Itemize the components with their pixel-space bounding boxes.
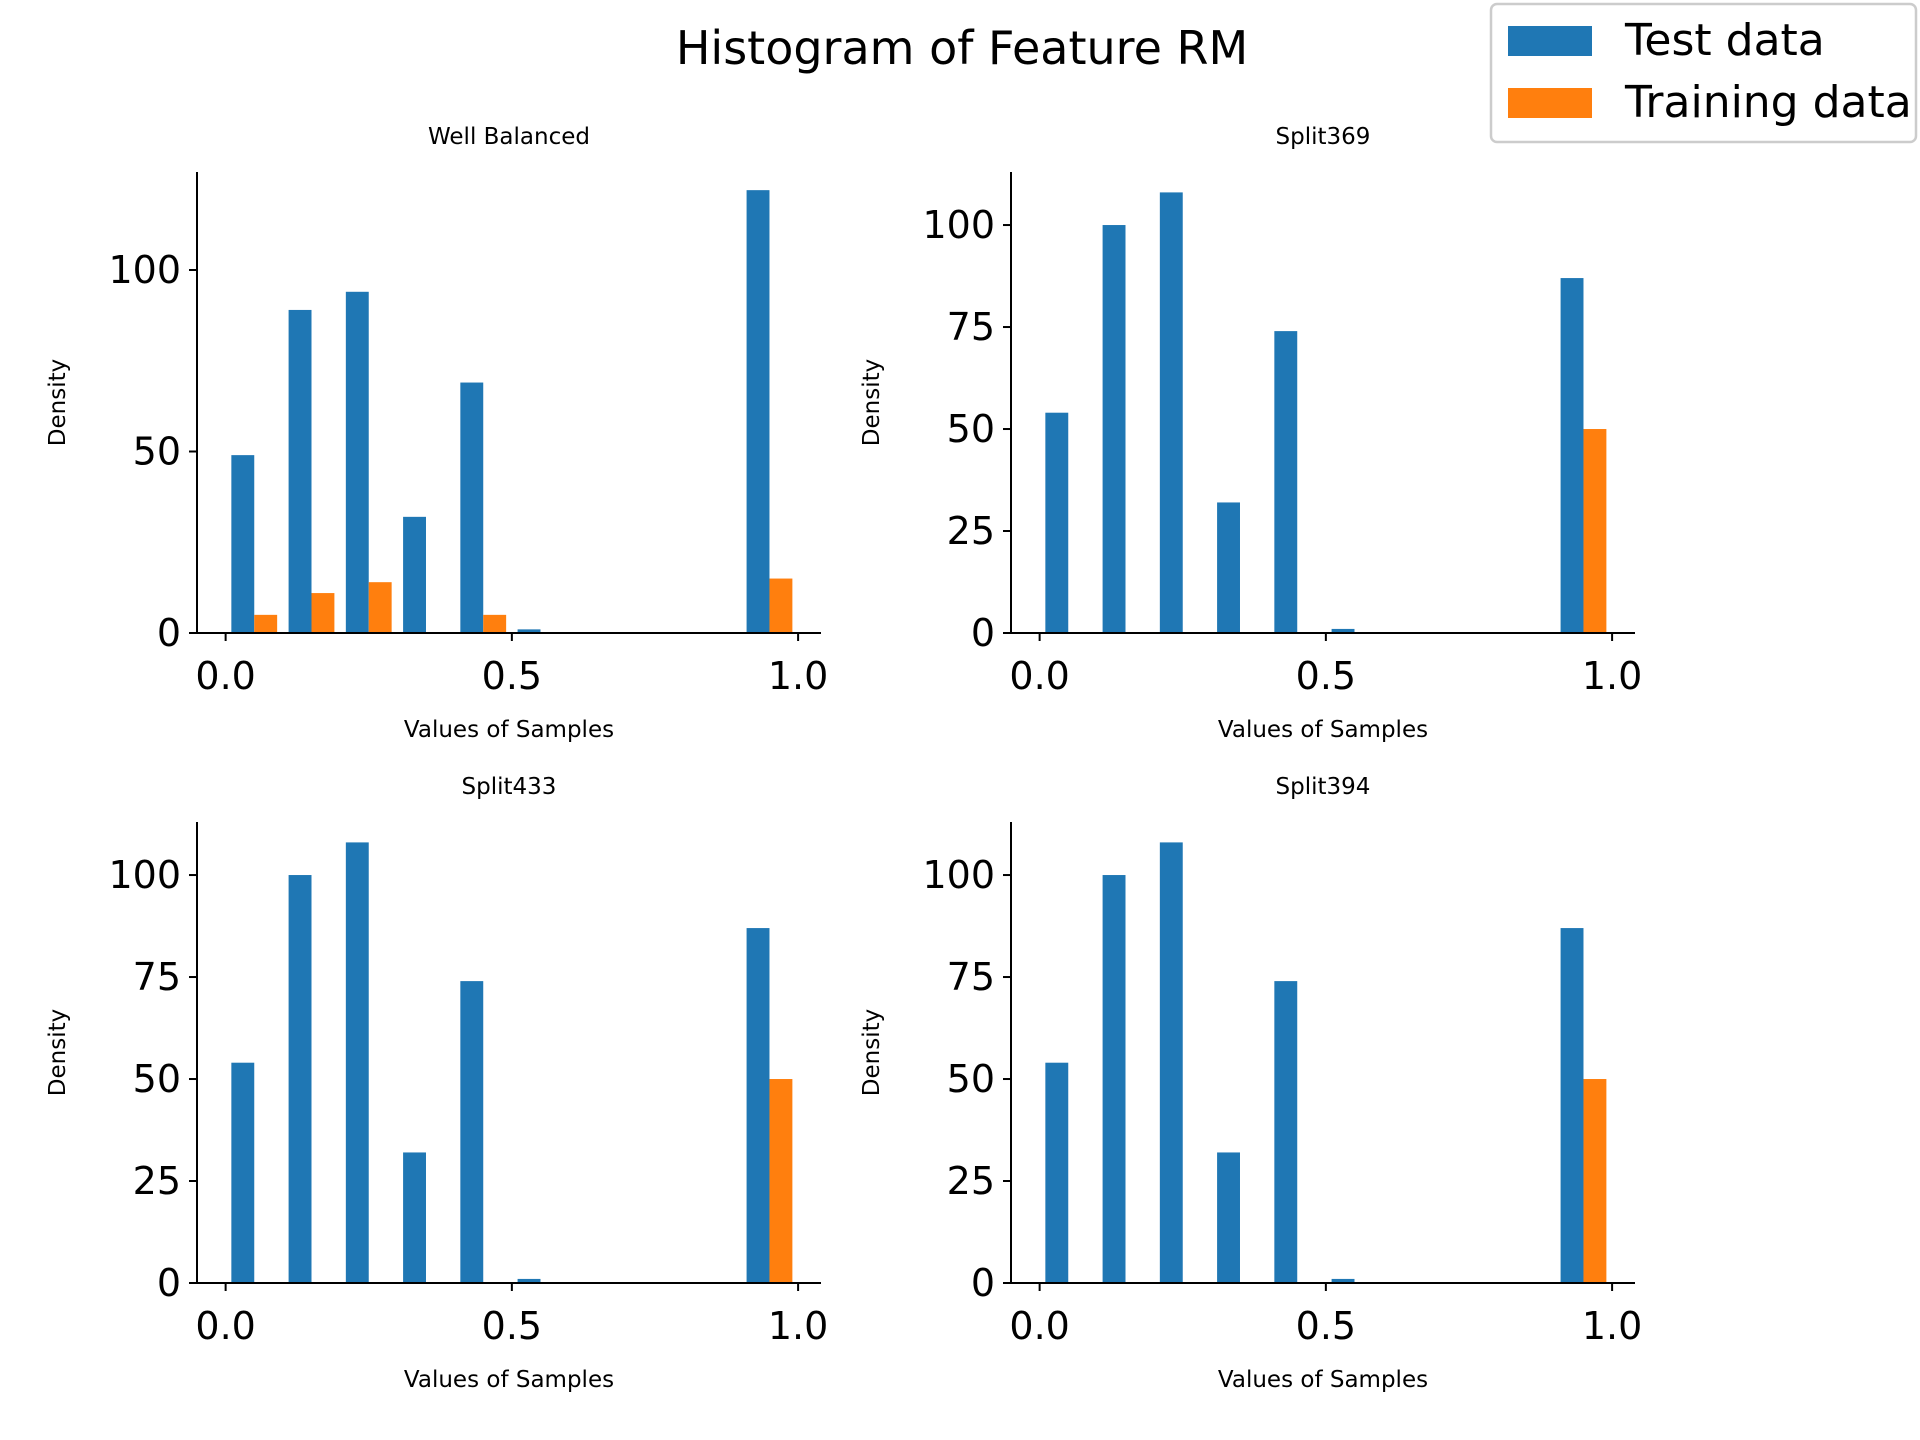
y-tick-label: 0 [971, 1261, 995, 1305]
subplot-4: 0.0 0.5 1.0 0 25 50 75 100 Split394 Values of Sam… [859, 774, 1642, 1393]
x-tick-label: 0.0 [195, 654, 255, 698]
legend-swatch-training [1508, 88, 1592, 118]
bar-test-bin-2 [1102, 225, 1126, 634]
bar-test-bin-10 [746, 928, 770, 1283]
x-tick-label: 1.0 [768, 654, 828, 698]
x-tick-label: 1.0 [1582, 1304, 1642, 1348]
bar-test-bin-6 [517, 629, 541, 633]
x-tick-label: 0.5 [482, 1304, 542, 1348]
bar-test-bin-6 [517, 1278, 541, 1283]
y-axis-label: Density [45, 1009, 71, 1096]
bar-test-bin-5 [1274, 331, 1298, 633]
bar-test-bin-3 [345, 291, 369, 633]
legend-swatch-test [1508, 26, 1592, 56]
bar-test-bin-3 [1159, 842, 1183, 1283]
y-tick-label: 0 [157, 611, 181, 655]
bar-test-bin-2 [1102, 875, 1126, 1283]
y-tick-label: 25 [947, 1159, 995, 1203]
x-tick-label: 0.5 [1296, 1304, 1356, 1348]
bar-training-bin-1 [254, 614, 278, 633]
bar-test-bin-1 [231, 1062, 255, 1283]
x-tick-label: 0.5 [482, 654, 542, 698]
bar-test-bin-2 [288, 875, 312, 1283]
y-axis-label: Density [859, 359, 885, 446]
y-tick-label: 75 [947, 955, 995, 999]
legend-label-test: Test data [1624, 15, 1825, 66]
y-tick-label: 0 [157, 1261, 181, 1305]
subplot-grid: 0.0 0.5 1.0 0 50 100 Well Balanced Values of Sa… [45, 124, 1642, 1393]
y-axis-label: Density [45, 359, 71, 446]
y-axis-label: Density [859, 1009, 885, 1096]
bar-training-bin-10 [1583, 1079, 1607, 1283]
bar-test-bin-10 [1560, 928, 1584, 1283]
bar-test-bin-10 [746, 190, 770, 633]
bar-test-bin-10 [1560, 278, 1584, 633]
x-tick-label: 0.0 [1009, 1304, 1069, 1348]
bar-test-bin-4 [1217, 1152, 1240, 1283]
x-tick-label: 0.0 [195, 1304, 255, 1348]
y-tick-label: 100 [108, 248, 181, 292]
subplot-title: Well Balanced [428, 124, 590, 150]
x-axis-label: Values of Samples [404, 717, 614, 743]
bar-training-bin-5 [483, 614, 507, 633]
bar-test-bin-1 [1045, 1062, 1069, 1283]
y-tick-label: 100 [922, 203, 995, 247]
bar-training-bin-10 [769, 1079, 793, 1283]
bar-test-bin-6 [1331, 628, 1355, 633]
x-axis-label: Values of Samples [404, 1367, 614, 1393]
x-tick-label: 0.5 [1296, 654, 1356, 698]
bar-test-bin-3 [1159, 192, 1183, 633]
legend: Test data Training data [1489, 2, 1918, 144]
bar-test-bin-6 [1331, 1278, 1355, 1283]
y-tick-label: 50 [133, 1057, 181, 1101]
bar-training-bin-3 [368, 582, 392, 633]
y-tick-label: 75 [947, 305, 995, 349]
bar-test-bin-2 [288, 309, 312, 633]
legend-label-training: Training data [1624, 77, 1912, 128]
figure-title: Histogram of Feature RM [676, 21, 1248, 75]
bar-test-bin-5 [1274, 981, 1298, 1283]
subplot-3: 0.0 0.5 1.0 0 25 50 75 100 Split433 Values of Sam… [45, 774, 828, 1393]
subplot-title: Split394 [1276, 774, 1371, 800]
bar-training-bin-10 [1583, 429, 1607, 633]
y-tick-label: 0 [971, 611, 995, 655]
bar-test-bin-3 [345, 842, 369, 1283]
subplot-1: 0.0 0.5 1.0 0 50 100 Well Balanced Values of Sa… [45, 124, 828, 743]
subplot-title: Split433 [462, 774, 557, 800]
y-tick-label: 100 [108, 853, 181, 897]
y-tick-label: 100 [922, 853, 995, 897]
x-tick-label: 1.0 [768, 1304, 828, 1348]
x-tick-label: 0.0 [1009, 654, 1069, 698]
bar-training-bin-10 [769, 578, 793, 633]
bar-training-bin-2 [311, 593, 335, 633]
legend-frame [1489, 2, 1918, 144]
y-tick-label: 50 [947, 407, 995, 451]
bar-test-bin-1 [231, 455, 255, 633]
y-tick-label: 25 [133, 1159, 181, 1203]
bar-test-bin-4 [1217, 502, 1240, 633]
y-tick-label: 50 [133, 430, 181, 474]
x-axis-label: Values of Samples [1218, 717, 1428, 743]
bar-test-bin-4 [403, 516, 426, 633]
bar-test-bin-5 [460, 382, 484, 633]
bar-test-bin-1 [1045, 412, 1069, 633]
y-tick-label: 25 [947, 509, 995, 553]
x-axis-label: Values of Samples [1218, 1367, 1428, 1393]
subplot-title: Split369 [1276, 124, 1371, 150]
bar-test-bin-4 [403, 1152, 426, 1283]
x-tick-label: 1.0 [1582, 654, 1642, 698]
y-tick-label: 75 [133, 955, 181, 999]
y-tick-label: 50 [947, 1057, 995, 1101]
subplot-2: 0.0 0.5 1.0 0 25 50 75 100 Split369 Values of Sam… [859, 124, 1642, 743]
bar-test-bin-5 [460, 981, 484, 1283]
